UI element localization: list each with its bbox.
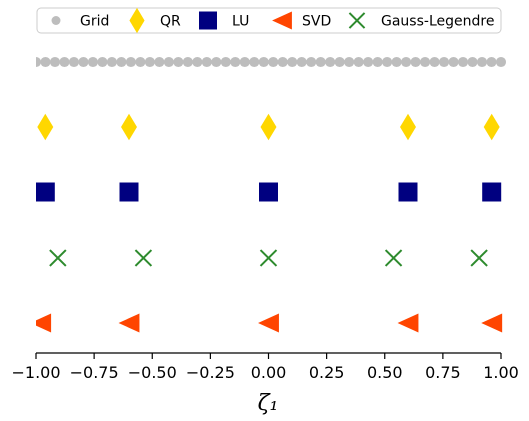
grid-point	[87, 56, 98, 68]
legend-marker-lu	[199, 11, 217, 30]
gauss-legendre-point	[384, 249, 403, 267]
grid-point	[439, 56, 450, 68]
qr-point	[400, 113, 416, 141]
grid-point	[220, 56, 231, 68]
grid-point	[363, 56, 374, 68]
grid-point	[106, 56, 117, 68]
grid-point	[287, 56, 298, 68]
grid-point	[173, 56, 184, 68]
grid-point	[476, 56, 488, 68]
grid-point	[36, 56, 42, 68]
grid-point	[192, 56, 203, 68]
grid-point	[49, 56, 61, 68]
legend-marker-gauss-legendre	[348, 12, 366, 29]
grid-point	[182, 56, 193, 68]
qr-point	[483, 113, 500, 141]
grid-point	[135, 56, 146, 68]
grid-point	[201, 56, 212, 68]
x-tick-label: −0.50	[128, 363, 177, 382]
x-tick-label: 0.75	[425, 363, 461, 382]
lu-point	[259, 182, 278, 202]
svd-point	[118, 313, 140, 333]
lu-point	[398, 182, 418, 202]
qr-point	[121, 113, 137, 141]
svd-point	[258, 313, 279, 333]
grid-point	[249, 56, 260, 68]
svd-point	[397, 313, 419, 333]
grid-point	[296, 56, 307, 68]
grid-point	[382, 56, 393, 68]
grid-point	[495, 56, 507, 68]
grid-point	[315, 56, 326, 68]
legend-label-qr: QR	[160, 14, 181, 30]
grid-point	[116, 56, 127, 68]
grid-point	[325, 56, 336, 68]
grid-point	[163, 56, 174, 68]
qr-point	[37, 113, 54, 141]
grid-point	[486, 56, 497, 68]
grid-point	[401, 56, 412, 68]
grid-point	[239, 56, 250, 68]
grid-point	[448, 56, 459, 68]
qr-point	[260, 113, 277, 141]
legend-label-gauss-legendre: Gauss-Legendre	[381, 14, 494, 30]
legend: Grid QR LU SVD Gauss-Legendre	[36, 7, 502, 34]
gauss-legendre-point	[134, 249, 153, 267]
grid-point	[59, 56, 70, 68]
grid-point	[277, 56, 288, 68]
grid-point	[353, 56, 364, 68]
grid-point	[420, 56, 431, 68]
legend-label-grid: Grid	[80, 14, 109, 30]
legend-marker-qr	[129, 7, 145, 34]
grid-point	[391, 56, 402, 68]
x-tick-label: −0.25	[186, 363, 235, 382]
x-axis-label: ζ₁	[258, 391, 279, 416]
grid-point	[78, 56, 89, 68]
grid-point	[97, 56, 108, 68]
grid-point	[154, 56, 165, 68]
svd-point	[481, 313, 503, 333]
x-tick-label: −1.00	[11, 363, 60, 382]
x-tick-label: 0.50	[367, 363, 403, 382]
legend-label-svd: SVD	[302, 14, 331, 30]
legend-marker-grid	[51, 16, 61, 25]
grid-point	[467, 56, 478, 68]
grid-point	[429, 56, 440, 68]
lu-point	[119, 182, 139, 202]
grid-point	[125, 56, 136, 68]
x-tick-label: 0.25	[309, 363, 345, 382]
lu-point	[482, 182, 502, 202]
grid-point	[457, 56, 469, 68]
gauss-legendre-point	[259, 249, 278, 267]
grid-point	[334, 56, 345, 68]
legend-label-lu: LU	[232, 14, 249, 30]
grid-point	[258, 56, 269, 68]
lu-point	[36, 182, 55, 202]
x-tick-label: 1.00	[483, 363, 519, 382]
x-tick-label: 0.00	[251, 363, 287, 382]
grid-point	[40, 56, 51, 68]
grid-point	[372, 56, 383, 68]
gauss-legendre-point	[470, 249, 488, 267]
grid-point	[344, 56, 355, 68]
x-tick-label: −0.75	[70, 363, 119, 382]
grid-point	[211, 56, 222, 68]
grid-point	[268, 56, 279, 68]
grid-point	[410, 56, 421, 68]
grid-point	[68, 56, 80, 68]
grid-point	[230, 56, 241, 68]
grid-point	[144, 56, 155, 68]
grid-point	[306, 56, 317, 68]
legend-marker-svd	[272, 11, 292, 30]
svd-point	[36, 313, 52, 333]
legend-frame	[36, 7, 502, 34]
gauss-legendre-point	[49, 249, 67, 267]
plot-area	[36, 56, 507, 333]
x-axis: −1.00 −0.75 −0.50 −0.25 0.00 0.25 0.50 0.75 1.00	[11, 352, 519, 382]
